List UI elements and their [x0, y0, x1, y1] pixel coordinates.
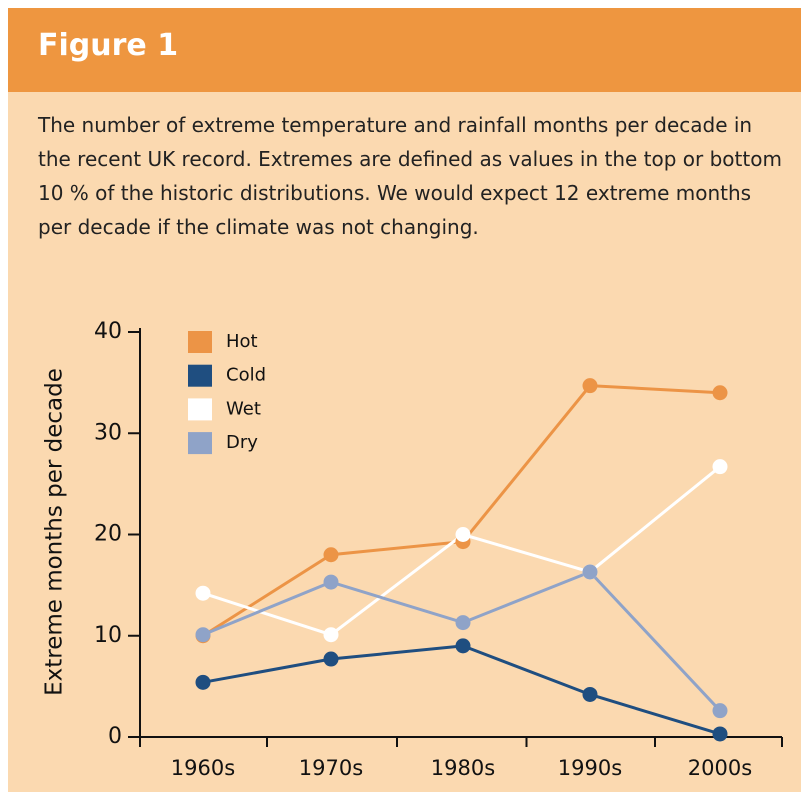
y-tick-label: 40 [94, 319, 122, 344]
legend-swatch [188, 432, 212, 455]
legend-label: Dry [226, 432, 258, 453]
y-tick-label: 20 [94, 522, 122, 547]
y-tick-label: 0 [108, 724, 122, 749]
series-line [202, 644, 721, 736]
data-point [712, 459, 728, 475]
data-point [712, 726, 728, 742]
data-point [582, 686, 598, 702]
data-point [323, 574, 339, 590]
header-band: Figure 1 [8, 8, 801, 92]
legend-label: Hot [226, 331, 258, 352]
data-point [712, 703, 728, 719]
legend-swatch [188, 331, 212, 353]
legend-label: Cold [226, 365, 266, 386]
data-point [582, 564, 598, 580]
data-point [455, 527, 471, 542]
series-line [202, 465, 721, 637]
data-point [323, 627, 339, 643]
y-axis-label: Extreme months per decade [42, 368, 68, 696]
caption: The number of extreme temperature and ra… [38, 113, 782, 239]
data-point [195, 585, 211, 601]
series-line [202, 384, 721, 638]
data-point [712, 385, 728, 401]
x-tick-label: 1970s [299, 756, 363, 780]
chart-title: Figure 1 [38, 28, 179, 63]
data-point [323, 651, 339, 667]
x-tick-label: 1990s [558, 756, 622, 780]
x-tick-label: 2000s [688, 756, 752, 780]
data-point [195, 627, 211, 643]
legend-swatch [188, 364, 212, 387]
data-point [323, 547, 339, 563]
data-point [582, 378, 598, 394]
y-tick-label: 30 [94, 420, 122, 445]
data-point [195, 674, 211, 690]
data-point [455, 638, 471, 654]
data-point [455, 615, 471, 631]
legend-label: Wet [226, 398, 261, 419]
x-tick-label: 1960s [171, 756, 235, 780]
x-tick-label: 1980s [431, 756, 495, 780]
legend-swatch [188, 398, 212, 421]
y-tick-label: 10 [94, 623, 122, 648]
